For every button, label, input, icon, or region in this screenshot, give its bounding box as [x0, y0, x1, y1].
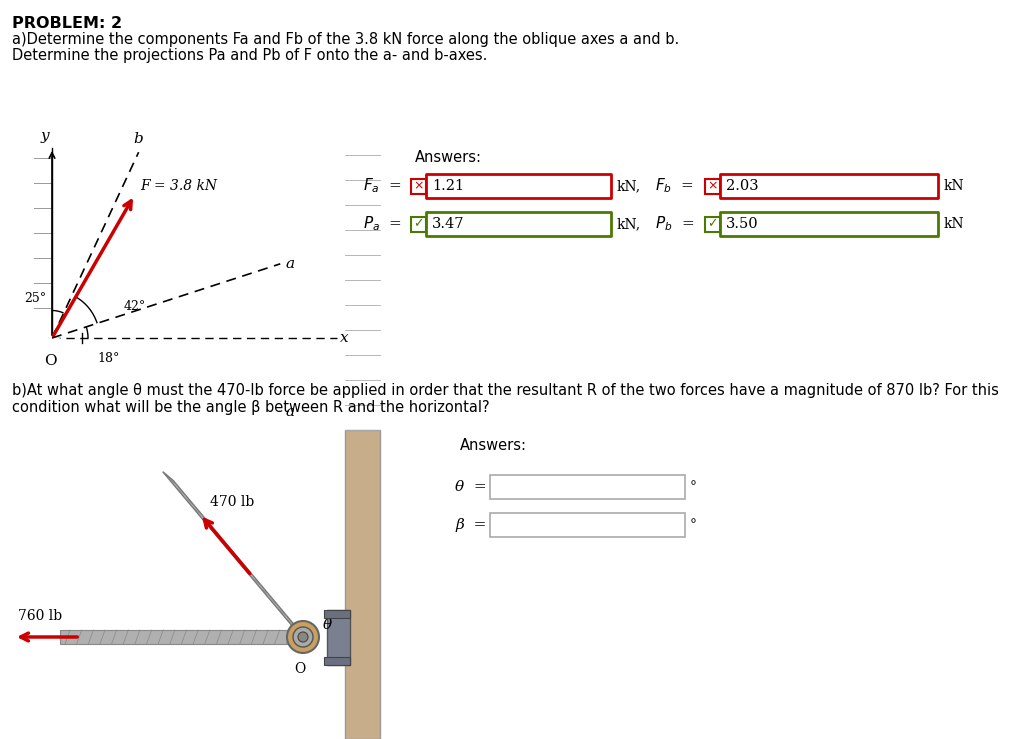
Text: ✓: ✓: [414, 217, 424, 231]
Text: y: y: [41, 129, 49, 143]
Text: β  =: β =: [455, 518, 486, 532]
Bar: [705, 217, 720, 232]
Text: 2.03: 2.03: [726, 179, 759, 193]
Bar: [426, 174, 611, 198]
Text: b)At what angle θ must the 470-lb force be applied in order that the resultant R: b)At what angle θ must the 470-lb force …: [12, 383, 998, 398]
Bar: [345, 430, 380, 739]
Text: 3.47: 3.47: [432, 217, 465, 231]
Text: 18°: 18°: [97, 352, 120, 365]
Bar: [426, 212, 611, 236]
Text: ×: ×: [414, 180, 424, 192]
Circle shape: [298, 632, 308, 642]
Circle shape: [287, 621, 319, 653]
Text: kN,: kN,: [617, 179, 641, 193]
Bar: [490, 513, 685, 537]
Bar: [60, 630, 303, 644]
Text: 42°: 42°: [124, 299, 146, 313]
Bar: [411, 217, 426, 232]
Text: Determine the projections Pa and Pb of F onto the a- and b-axes.: Determine the projections Pa and Pb of F…: [12, 48, 487, 63]
Text: 470 lb: 470 lb: [210, 495, 254, 509]
Text: $F_a$  =: $F_a$ =: [362, 177, 401, 195]
Text: θ: θ: [323, 618, 332, 632]
Polygon shape: [163, 471, 308, 641]
Text: PROBLEM: 2: PROBLEM: 2: [12, 16, 122, 31]
Text: $P_a$  =: $P_a$ =: [362, 214, 402, 234]
Bar: [720, 174, 938, 198]
Text: ×: ×: [708, 180, 718, 192]
Text: Answers:: Answers:: [460, 438, 527, 453]
Text: $F_b$  =: $F_b$ =: [655, 177, 694, 195]
Bar: [327, 610, 350, 665]
Text: °: °: [690, 518, 697, 532]
Text: θ  =: θ =: [455, 480, 486, 494]
Text: O: O: [44, 354, 56, 368]
Text: b: b: [134, 132, 143, 146]
Bar: [411, 179, 426, 194]
Text: ✓: ✓: [708, 217, 718, 231]
Text: $P_b$  =: $P_b$ =: [655, 214, 694, 234]
Text: a: a: [286, 257, 294, 270]
Text: a)Determine the components Fa and Fb of the 3.8 kN force along the oblique axes : a)Determine the components Fa and Fb of …: [12, 32, 679, 47]
Text: 760 lb: 760 lb: [18, 609, 62, 623]
Text: kN: kN: [944, 179, 965, 193]
Text: kN,: kN,: [617, 217, 641, 231]
Bar: [490, 475, 685, 499]
Text: Answers:: Answers:: [415, 150, 482, 165]
Text: 3.50: 3.50: [726, 217, 759, 231]
Text: a: a: [286, 405, 294, 419]
Text: °: °: [690, 480, 697, 494]
Text: 25°: 25°: [24, 291, 46, 304]
Text: F = 3.8 kN: F = 3.8 kN: [140, 179, 217, 193]
Text: O: O: [294, 662, 305, 676]
Text: x: x: [340, 331, 348, 345]
Text: condition what will be the angle β between R and the horizontal?: condition what will be the angle β betwe…: [12, 400, 489, 415]
Bar: [720, 212, 938, 236]
Text: kN: kN: [944, 217, 965, 231]
Circle shape: [293, 627, 313, 647]
Bar: [324, 657, 350, 665]
Bar: [705, 179, 720, 194]
Text: 1.21: 1.21: [432, 179, 464, 193]
Bar: [324, 610, 350, 618]
